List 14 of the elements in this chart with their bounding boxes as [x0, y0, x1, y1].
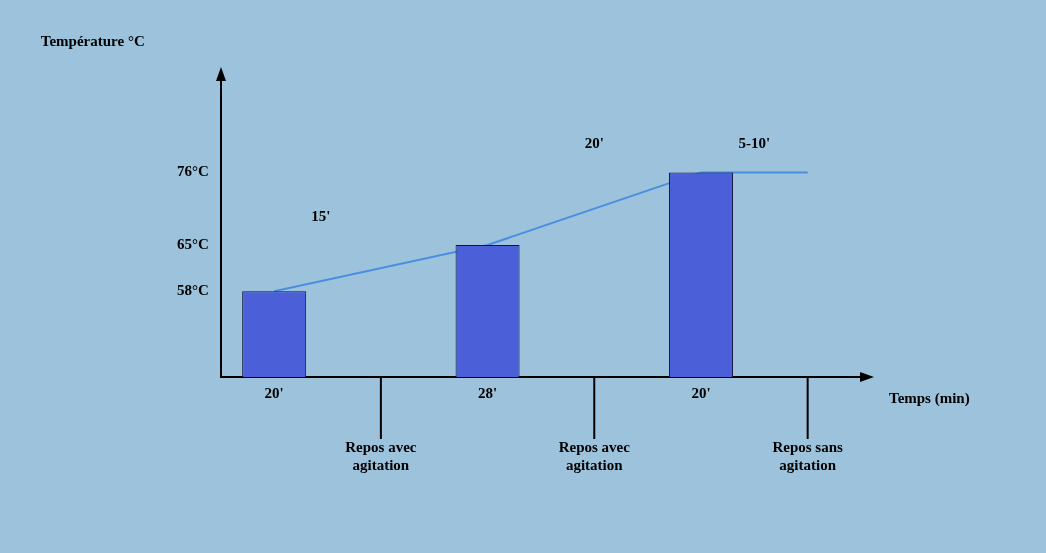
x-tick-label: Repos avec agitation: [558, 438, 631, 473]
y-tick-label: 58°C: [176, 282, 209, 299]
annotation: 20': [584, 135, 604, 152]
annotation: 5-10': [738, 135, 771, 152]
x-tick-label: Repos sans agitation: [772, 438, 844, 473]
x-tick-label: 20': [264, 384, 284, 401]
x-tick-label: 20': [691, 384, 711, 401]
x-tick-label: Repos avec agitation: [345, 438, 417, 473]
y-axis-title: Température °C: [40, 32, 145, 49]
x-axis-title: Temps (min): [889, 389, 970, 407]
y-tick-label: 65°C: [176, 235, 209, 252]
x-tick-label: 28': [477, 384, 498, 401]
annotation: 15': [311, 207, 331, 224]
y-tick-label: 76°C: [176, 163, 209, 180]
